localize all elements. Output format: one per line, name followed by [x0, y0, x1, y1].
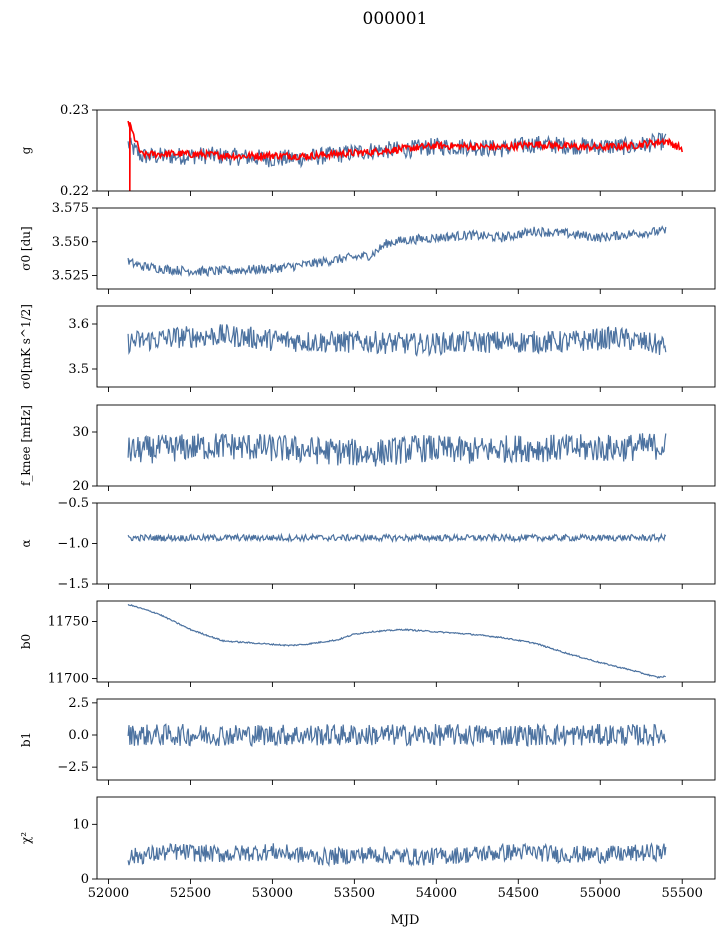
x-tick-label: 53500	[334, 886, 375, 901]
y-axis-label: f_knee [mHz]	[19, 405, 33, 486]
y-tick-label: 30	[72, 425, 89, 440]
y-tick-label: 20	[72, 479, 89, 494]
y-tick-label: 0.22	[60, 184, 89, 199]
figure-title: 000001	[363, 9, 428, 29]
y-axis-label: σ0[mK s^1/2]	[19, 304, 33, 389]
y-tick-label: −1.5	[57, 577, 89, 592]
y-axis-label: α	[19, 539, 33, 547]
y-tick-label: 3.525	[52, 269, 89, 284]
subplot-4: 30 20 f_knee [mHz]	[19, 404, 716, 494]
y-tick-label: 2.5	[68, 696, 89, 711]
series-line-overlay	[127, 120, 683, 191]
y-axis-label: b1	[19, 732, 33, 747]
x-axis-label: MJD	[391, 913, 420, 928]
y-tick-label: 0.0	[68, 728, 89, 743]
x-tick-label: 52500	[170, 886, 211, 901]
series-line	[127, 532, 667, 544]
series-line	[127, 433, 667, 467]
x-tick-label: 54500	[498, 886, 539, 901]
y-tick-label: 10	[72, 817, 89, 832]
subplot-7: 2.5 0.0 −2.5 b1	[19, 696, 716, 785]
y-tick-label: 0.23	[60, 103, 89, 118]
series-line	[127, 324, 667, 358]
y-tick-label: 11750	[48, 615, 89, 630]
series-line	[127, 603, 666, 679]
axes-frame	[96, 305, 716, 388]
axes-frame	[96, 109, 716, 192]
x-tick-label: 55500	[662, 886, 703, 901]
y-tick-label: 3.6	[68, 317, 89, 332]
y-tick-label: 3.550	[52, 235, 89, 250]
subplot-6: 11750 11700 b0	[19, 600, 716, 687]
axes-frame	[96, 502, 716, 585]
axes-frame	[96, 207, 716, 290]
series-line	[127, 723, 667, 748]
y-axis-label: b0	[19, 634, 33, 649]
y-tick-label: 0	[81, 872, 89, 887]
y-tick-label: 11700	[48, 672, 89, 687]
y-tick-label: −1.0	[57, 537, 89, 552]
y-axis-label: χ²	[19, 832, 33, 844]
series-line	[127, 842, 667, 868]
y-tick-label: −0.5	[57, 496, 89, 511]
x-tick-label: 53000	[252, 886, 293, 901]
subplots: 0.23 0.22 g 3.575 3.550 3.525 σ0 [du] 3.6 3.5 σ0[…	[19, 103, 716, 901]
y-axis-label: σ0 [du]	[19, 226, 33, 270]
series-line	[127, 225, 667, 278]
x-tick-label: 55000	[580, 886, 621, 901]
axes-frame	[96, 796, 716, 880]
x-tick-label: 54000	[416, 886, 457, 901]
subplot-2: 3.575 3.550 3.525 σ0 [du]	[19, 201, 716, 294]
y-tick-label: 3.5	[68, 362, 89, 377]
subplot-3: 3.6 3.5 σ0[mK s^1/2]	[19, 304, 716, 392]
subplot-5: −0.5 −1.0 −1.5 α	[19, 496, 716, 592]
y-axis-label: g	[19, 146, 33, 154]
axes-frame	[96, 600, 716, 683]
axes-frame	[96, 698, 716, 781]
axes-frame	[96, 404, 716, 487]
y-tick-label: −2.5	[57, 760, 89, 775]
y-tick-label: 3.575	[52, 201, 89, 216]
subplot-1: 0.23 0.22 g	[19, 103, 716, 199]
x-tick-label: 52000	[88, 886, 129, 901]
